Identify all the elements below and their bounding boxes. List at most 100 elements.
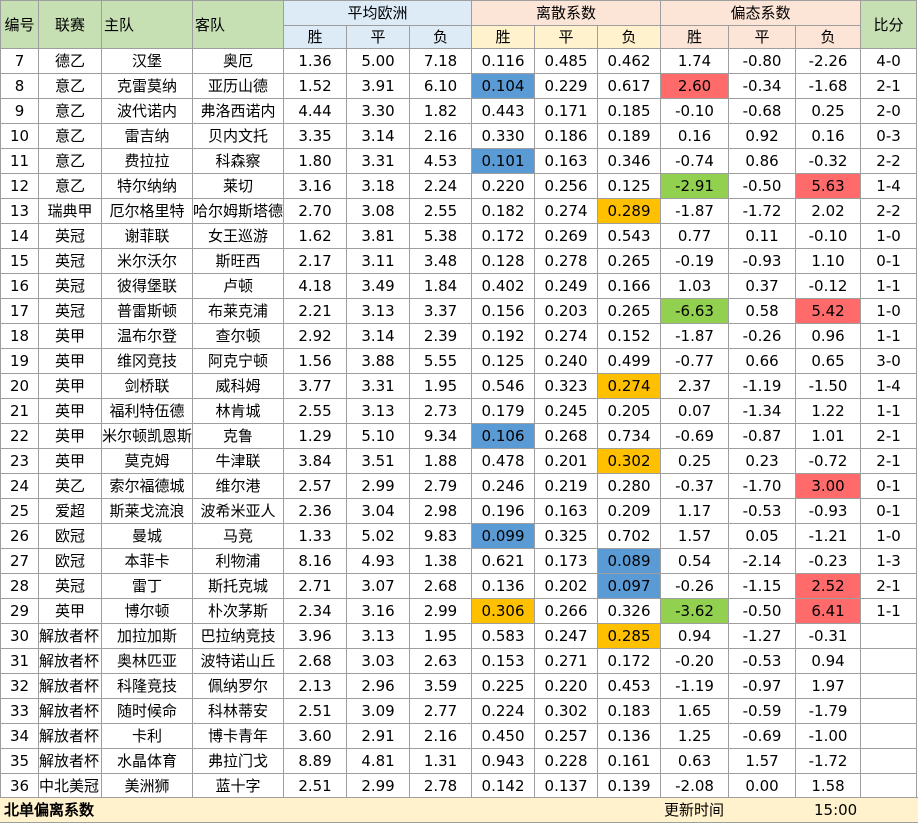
cell-e0: 2.51 [283,773,348,799]
cell-s2: 0.25 [795,98,862,124]
cell-home: 博尔顿 [100,598,194,624]
cell-no: 32 [0,673,39,699]
cell-home: 维冈竞技 [100,348,194,374]
cell-league: 英冠 [38,223,102,249]
cell-home: 斯莱戈流浪 [100,498,194,524]
cell-s2: 0.94 [795,648,862,674]
header-no: 编号 [0,0,39,49]
cell-d0: 0.182 [471,198,536,224]
table-row: 7 德乙 汉堡 奥厄 1.36 5.00 7.18 0.116 0.485 0.462 1.74 -0… [0,48,918,74]
cell-d2: 0.265 [597,298,662,324]
cell-away: 查尔顿 [192,323,285,349]
cell-s2: -2.26 [795,48,862,74]
cell-league: 欧冠 [38,548,102,574]
cell-s2: -0.23 [795,548,862,574]
cell-s0: -0.10 [660,98,730,124]
cell-score: 1-1 [860,398,918,424]
cell-e2: 3.59 [409,673,473,699]
cell-e1: 3.11 [346,248,411,274]
cell-s2: 5.63 [795,173,862,199]
cell-e2: 2.77 [409,698,473,724]
table-row: 19 英甲 维冈竞技 阿克宁顿 1.56 3.88 5.55 0.125 0.240 0.499-… [0,348,918,374]
cell-d2: 0.702 [597,523,662,549]
cell-e0: 4.44 [283,98,348,124]
table-row: 32 解放者杯 科隆竞技 佩纳罗尔 2.13 2.96 3.59 0.225 0.220 0.45… [0,673,918,699]
cell-score: 2-1 [860,573,918,599]
cell-s0: -0.19 [660,248,730,274]
cell-home: 温布尔登 [100,323,194,349]
cell-no: 27 [0,548,39,574]
cell-d0: 0.621 [471,548,536,574]
cell-e2: 4.53 [409,148,473,174]
cell-home: 雷丁 [100,573,194,599]
header-away: 客队 [192,0,285,49]
cell-s1: -1.15 [728,573,797,599]
cell-e1: 3.09 [346,698,411,724]
cell-d2: 0.161 [597,748,662,774]
cell-e2: 9.34 [409,423,473,449]
cell-s2: -1.68 [795,73,862,99]
cell-league: 解放者杯 [38,623,102,649]
cell-league: 英甲 [38,398,102,424]
cell-home: 卡利 [100,723,194,749]
cell-s1: 0.92 [728,123,797,149]
cell-e1: 5.10 [346,423,411,449]
cell-d1: 0.137 [534,773,599,799]
cell-score: 0-1 [860,248,918,274]
cell-d1: 0.271 [534,648,599,674]
cell-away: 布莱克浦 [192,298,285,324]
cell-e2: 2.98 [409,498,473,524]
cell-s1: -0.87 [728,423,797,449]
cell-s1: -0.69 [728,723,797,749]
update-label: 更新时间 [664,801,725,819]
cell-s2: 2.52 [795,573,862,599]
cell-score: 1-4 [860,373,918,399]
cell-e0: 2.13 [283,673,348,699]
cell-d1: 0.247 [534,623,599,649]
cell-e2: 2.79 [409,473,473,499]
table-row: 27 欧冠 本菲卡 利物浦 8.16 4.93 1.38 0.621 0.173 0.089 0.5… [0,548,918,574]
cell-d2: 0.280 [597,473,662,499]
header-s-draw: 平 [728,25,797,49]
cell-s1: -0.93 [728,248,797,274]
cell-s0: -0.77 [660,348,730,374]
cell-no: 26 [0,523,39,549]
cell-e0: 1.52 [283,73,348,99]
cell-away: 女王巡游 [192,223,285,249]
cell-e2: 1.88 [409,448,473,474]
cell-d2: 0.499 [597,348,662,374]
cell-s1: 0.66 [728,348,797,374]
cell-s0: 0.94 [660,623,730,649]
cell-score [860,748,918,774]
cell-s2: -1.21 [795,523,862,549]
cell-e2: 2.73 [409,398,473,424]
cell-e1: 3.13 [346,398,411,424]
cell-away: 博卡青年 [192,723,285,749]
cell-e0: 3.60 [283,723,348,749]
cell-d1: 0.249 [534,273,599,299]
cell-no: 22 [0,423,39,449]
cell-e2: 2.16 [409,723,473,749]
cell-league: 英甲 [38,373,102,399]
cell-d1: 0.257 [534,723,599,749]
cell-d1: 0.219 [534,473,599,499]
cell-d0: 0.443 [471,98,536,124]
cell-d0: 0.156 [471,298,536,324]
cell-s1: 0.23 [728,448,797,474]
cell-score [860,623,918,649]
cell-e2: 2.99 [409,598,473,624]
cell-d2: 0.326 [597,598,662,624]
cell-d0: 0.306 [471,598,536,624]
header-e-lose: 负 [409,25,473,49]
cell-home: 加拉加斯 [100,623,194,649]
table-row: 25 爱超 斯莱戈流浪 波希米亚人 2.36 3.04 2.98 0.196 0.163 0.20… [0,498,918,524]
table-row: 24 英乙 索尔福德城 维尔港 2.57 2.99 2.79 0.246 0.219 0.280-… [0,473,918,499]
cell-e2: 2.39 [409,323,473,349]
table-row: 22 英甲 米尔顿凯恩斯 克鲁 1.29 5.10 9.34 0.106 0.268 0.734-… [0,423,918,449]
cell-d2: 0.734 [597,423,662,449]
cell-e2: 2.78 [409,773,473,799]
cell-away: 蓝十字 [192,773,285,799]
cell-e2: 2.63 [409,648,473,674]
cell-league: 意乙 [38,73,102,99]
cell-home: 特尔纳纳 [100,173,194,199]
